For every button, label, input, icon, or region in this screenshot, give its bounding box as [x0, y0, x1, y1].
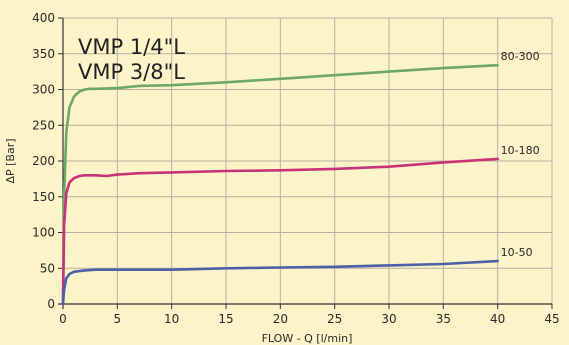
x-tick-label: 0: [59, 312, 67, 326]
series-lines: [61, 63, 500, 306]
series-label-10-180: 10-180: [501, 144, 540, 157]
x-tick-label: 15: [218, 312, 233, 326]
y-tick-label: 150: [32, 190, 55, 204]
x-tick-label: 45: [544, 312, 559, 326]
y-tick-label: 100: [32, 226, 55, 240]
x-tick-label: 25: [327, 312, 342, 326]
x-tick-label: 5: [114, 312, 122, 326]
series-label-80-300: 80-300: [501, 50, 540, 63]
y-tick-label: 200: [32, 154, 55, 168]
y-tick-label: 50: [40, 261, 55, 275]
chart-title-line-1: VMP 1/4"L: [78, 35, 185, 59]
x-tick-label: 10: [164, 312, 179, 326]
y-axis-label: ΔP [Bar]: [4, 138, 17, 183]
x-tick-labels: 0 5 10 15 20 25 30 35 40 45: [59, 312, 559, 326]
chart-title-line-2: VMP 3/8"L: [78, 60, 185, 84]
x-tick-label: 30: [381, 312, 396, 326]
series-line-10-50: [61, 259, 500, 306]
series-line-10-180: [61, 157, 500, 306]
series-line-80-300: [61, 63, 500, 306]
y-tick-label: 250: [32, 118, 55, 132]
x-tick-label: 35: [436, 312, 451, 326]
y-tick-labels: 0 50 100 150 200 250 300 350 400: [32, 11, 55, 311]
y-tick-label: 350: [32, 47, 55, 61]
y-tick-label: 300: [32, 83, 55, 97]
y-tick-label: 400: [32, 11, 55, 25]
series-labels: 80-300 10-180 10-50: [501, 50, 540, 259]
y-tick-label: 0: [47, 297, 55, 311]
x-axis-label: FLOW - Q [l/min]: [262, 332, 353, 345]
series-label-10-50: 10-50: [501, 246, 533, 259]
x-tick-label: 40: [490, 312, 505, 326]
x-tick-label: 20: [273, 312, 288, 326]
